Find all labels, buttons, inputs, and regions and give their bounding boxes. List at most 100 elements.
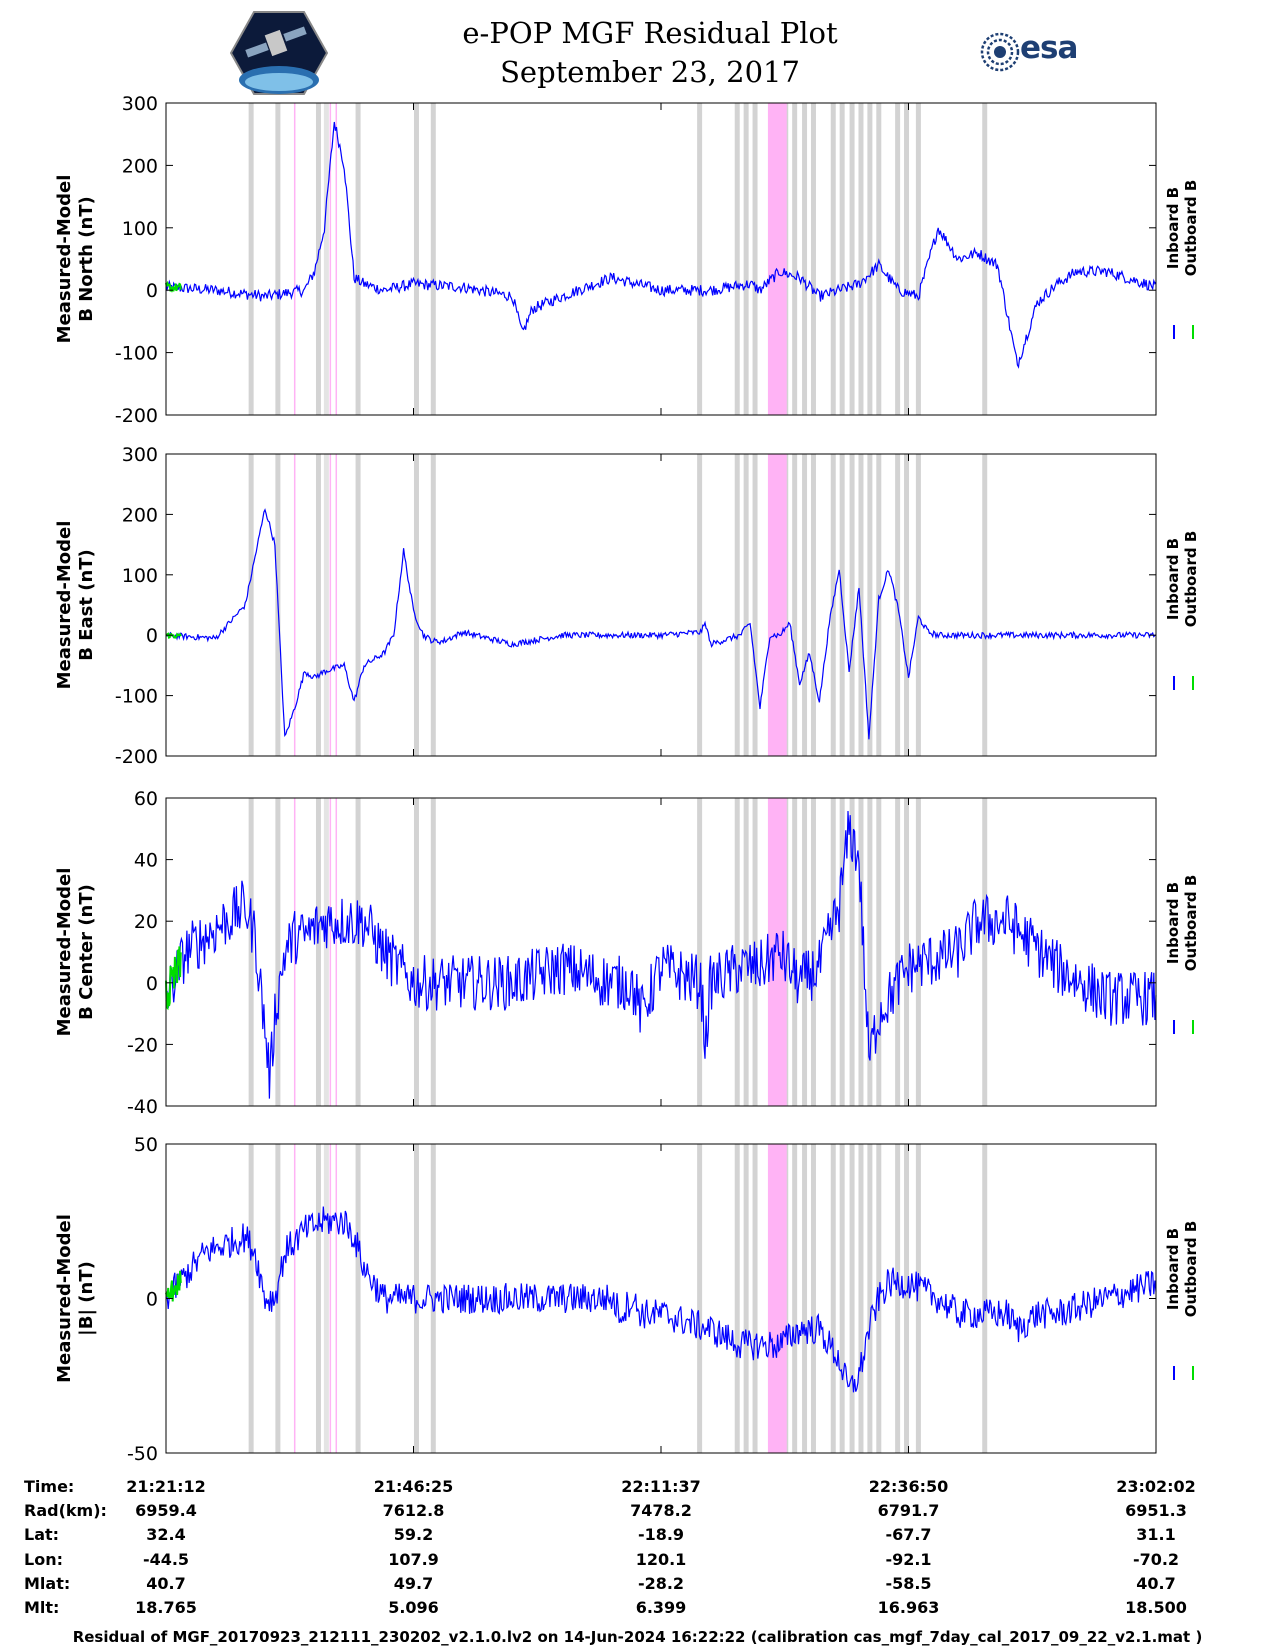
pink-band xyxy=(767,454,787,756)
gray-band xyxy=(849,1144,855,1453)
cassiope-mission-patch-icon xyxy=(229,10,329,96)
gray-band xyxy=(315,454,321,756)
inboard-series-line xyxy=(165,1206,1157,1393)
inboard-series-line xyxy=(165,508,1157,740)
y-tick-label: -100 xyxy=(115,343,158,365)
gray-band xyxy=(248,798,254,1106)
esa-logo-icon xyxy=(978,32,1090,72)
y-axis-label-line2: B East (nT) xyxy=(76,549,97,661)
y-tick-label: -20 xyxy=(127,1034,158,1056)
y-axis-label: Measured-ModelB Center (nT) xyxy=(54,868,97,1037)
table-cell: 22:36:50 xyxy=(868,1477,949,1496)
gray-band xyxy=(734,103,740,415)
gray-band xyxy=(830,798,836,1106)
gray-band xyxy=(275,103,281,415)
gray-band xyxy=(743,1144,749,1453)
gray-band xyxy=(895,798,901,1106)
gray-band xyxy=(810,1144,816,1453)
y-tick-label: -200 xyxy=(115,746,158,768)
inboard-series-line xyxy=(165,810,1157,1099)
y-axis-label-line1: Measured-Model xyxy=(54,175,75,344)
legend-inboard-label: Inboard B xyxy=(1164,538,1182,620)
y-axis-label-line1: Measured-Model xyxy=(54,1214,75,1383)
gray-band xyxy=(810,454,816,756)
chart-panel-1: 300 200 100 0 -100 -200 Measured-ModelB North … xyxy=(54,93,1200,427)
gray-band xyxy=(355,103,361,415)
gray-band xyxy=(982,454,988,756)
esa-logo-text: esa xyxy=(1020,30,1078,66)
gray-band xyxy=(315,103,321,415)
table-cell: 40.7 xyxy=(1136,1574,1176,1593)
table-cell: -92.1 xyxy=(885,1550,932,1569)
gray-band xyxy=(792,1144,798,1453)
gray-band xyxy=(849,454,855,756)
gray-band xyxy=(323,103,329,415)
table-cell: 6951.3 xyxy=(1125,1501,1187,1520)
y-tick-label: -40 xyxy=(127,1096,158,1118)
gray-band xyxy=(858,798,864,1106)
table-cell: 6959.4 xyxy=(135,1501,197,1520)
table-cell: 7612.8 xyxy=(382,1501,445,1520)
gray-band xyxy=(743,103,749,415)
gray-band xyxy=(315,1144,321,1453)
gray-band xyxy=(830,103,836,415)
gray-band xyxy=(792,454,798,756)
gray-band xyxy=(982,798,988,1106)
y-tick-label: 0 xyxy=(146,280,158,302)
outboard-series-line xyxy=(165,280,182,293)
table-row-label: Lat: xyxy=(24,1525,60,1544)
y-tick-label: 300 xyxy=(122,444,158,466)
gray-band xyxy=(867,103,873,415)
table-cell: -67.7 xyxy=(885,1525,932,1544)
legend: Inboard BOutboard B xyxy=(1164,875,1200,972)
y-tick-label: 0 xyxy=(146,1289,158,1311)
gray-band xyxy=(752,454,758,756)
gray-band xyxy=(839,103,845,415)
gray-band xyxy=(248,103,254,415)
gray-band xyxy=(734,798,740,1106)
gray-band xyxy=(697,454,703,756)
plot-frame xyxy=(165,797,1157,1107)
table-row-label: Mlat: xyxy=(24,1574,71,1593)
gray-band xyxy=(315,798,321,1106)
gray-band xyxy=(858,103,864,415)
gray-band xyxy=(867,1144,873,1453)
y-tick-label: 0 xyxy=(146,625,158,647)
gray-band xyxy=(697,1144,703,1453)
table-row-label: Lon: xyxy=(24,1550,63,1569)
gray-band xyxy=(915,1144,921,1453)
gray-band xyxy=(895,1144,901,1453)
table-cell: 59.2 xyxy=(393,1525,434,1544)
y-axis-label: Measured-ModelB East (nT) xyxy=(54,521,97,690)
legend-inboard-label: Inboard B xyxy=(1164,1228,1182,1310)
chart-date: September 23, 2017 xyxy=(500,55,800,89)
footer-caption: Residual of MGF_20170923_212111_230202_v… xyxy=(72,1628,1203,1646)
table-cell: 18.765 xyxy=(135,1598,197,1617)
y-axis-label-line1: Measured-Model xyxy=(54,868,75,1037)
gray-band xyxy=(858,1144,864,1453)
y-tick-label: 60 xyxy=(134,788,158,810)
gray-band xyxy=(323,1144,329,1453)
gray-band xyxy=(323,454,329,756)
chart-panel-2: 300 200 100 0 -100 -200 Measured-ModelB East (… xyxy=(54,444,1200,768)
gray-band xyxy=(858,454,864,756)
y-axis-label-line2: B Center (nT) xyxy=(76,884,97,1020)
table-cell: -70.2 xyxy=(1132,1550,1180,1569)
y-tick-label: 200 xyxy=(122,504,158,526)
y-tick-label: 200 xyxy=(122,155,158,177)
table-cell: 7478.2 xyxy=(630,1501,692,1520)
plot-frame xyxy=(165,102,1157,416)
inboard-series-line xyxy=(165,121,1157,369)
legend-inboard-label: Inboard B xyxy=(1164,882,1182,964)
y-tick-label: 50 xyxy=(134,1134,158,1156)
legend: Inboard BOutboard B xyxy=(1164,180,1200,277)
outboard-series-line xyxy=(165,946,182,1011)
gray-band xyxy=(697,103,703,415)
y-tick-label: 100 xyxy=(122,218,158,240)
table-cell: 31.1 xyxy=(1136,1525,1176,1544)
gray-band xyxy=(810,103,816,415)
plot-frame xyxy=(165,453,1157,757)
table-cell: 120.1 xyxy=(635,1550,687,1569)
gray-band xyxy=(802,454,808,756)
